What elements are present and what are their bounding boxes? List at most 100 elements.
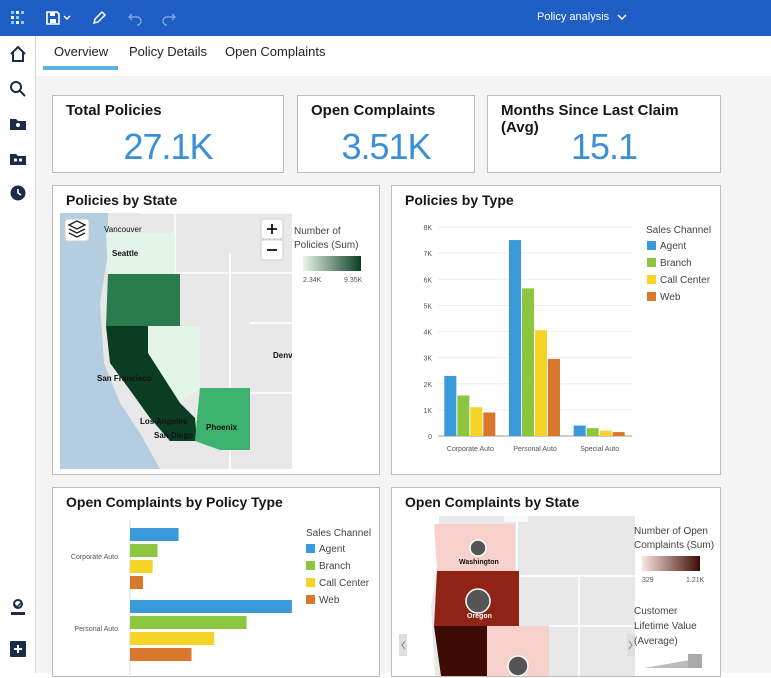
state-nevada[interactable]	[148, 326, 200, 403]
bar[interactable]	[599, 430, 612, 436]
x-tick-label: Special Auto	[580, 446, 619, 453]
save-menu-chevron-icon[interactable]	[61, 8, 73, 28]
team-content-folder-icon[interactable]	[9, 150, 27, 168]
bar[interactable]	[130, 600, 292, 613]
map-layers-button[interactable]	[64, 218, 90, 242]
open-complaints-by-policy-type-chart[interactable]: Corporate Auto Personal Auto Sales Channel…	[53, 488, 381, 678]
open-complaints-by-state-panel[interactable]: Open Complaints by State Washington Oreg…	[391, 487, 721, 677]
left-navigation	[0, 36, 36, 673]
state-nevada[interactable]	[487, 626, 549, 676]
scroll-left-button[interactable]	[399, 634, 407, 656]
bar[interactable]	[457, 395, 470, 436]
legend-gradient	[642, 556, 700, 571]
panel-title: Open Complaints by State	[405, 494, 580, 510]
bar[interactable]	[130, 576, 143, 589]
panel-title: Policies by State	[66, 192, 178, 208]
bar[interactable]	[130, 632, 215, 645]
bar[interactable]	[130, 560, 153, 573]
kpi-title: Open Complaints	[311, 102, 436, 119]
legend-label: Branch	[319, 561, 351, 572]
policies-by-type-panel[interactable]: Policies by Type 0 1K 2K 3K 4K 5K 6K 7K 8K Corpor…	[391, 185, 721, 475]
legend-swatch[interactable]	[306, 578, 315, 587]
legend-swatch[interactable]	[647, 275, 656, 284]
city-label: Seattle	[112, 249, 139, 258]
open-complaints-by-policy-type-panel[interactable]: Open Complaints by Policy Type Corporate…	[52, 487, 381, 678]
kpi-open-complaints[interactable]: Open Complaints 3.51K	[297, 95, 475, 173]
zoom-in-button[interactable]	[260, 218, 284, 240]
bar[interactable]	[522, 288, 534, 436]
size-legend-title: Lifetime Value	[634, 621, 697, 632]
kpi-total-policies[interactable]: Total Policies 27.1K	[52, 95, 284, 173]
plus-icon	[267, 224, 277, 234]
size-bubble[interactable]	[507, 655, 529, 676]
policies-by-state-panel[interactable]: Policies by State Vancouver Seattle San …	[52, 185, 380, 475]
legend-swatch[interactable]	[306, 595, 315, 604]
y-tick-label: 4K	[423, 330, 432, 337]
tab-open-complaints[interactable]: Open Complaints	[225, 44, 326, 59]
y-tick-label: 2K	[423, 382, 432, 389]
dashboard-title: Policy analysis	[537, 11, 610, 23]
dashboard-title-dropdown[interactable]: Policy analysis	[537, 11, 627, 23]
state-washington[interactable]	[106, 233, 175, 274]
state-arizona[interactable]	[195, 388, 250, 450]
legend-label: Call Center	[660, 275, 711, 286]
size-legend-wedge	[688, 654, 702, 668]
state-california[interactable]	[434, 626, 487, 676]
search-icon[interactable]	[9, 80, 27, 98]
size-bubble[interactable]	[465, 588, 491, 614]
open-complaints-by-state-legend: Number of Open Complaints (Sum) 329 1.21…	[634, 526, 714, 668]
legend-swatch[interactable]	[306, 561, 315, 570]
size-bubble[interactable]	[469, 539, 487, 557]
redo-icon[interactable]	[159, 8, 179, 28]
y-tick-label: 8K	[423, 225, 432, 232]
tab-overview[interactable]: Overview	[54, 44, 109, 59]
city-label: San Diego	[154, 431, 193, 440]
bar[interactable]	[130, 648, 192, 661]
zoom-out-button[interactable]	[260, 239, 284, 261]
recent-clock-icon[interactable]	[9, 184, 27, 202]
legend-title: Policies (Sum)	[294, 240, 358, 251]
y-tick-label: 5K	[423, 303, 432, 310]
legend-swatch[interactable]	[647, 258, 656, 267]
scroll-right-button[interactable]	[627, 634, 635, 656]
bar[interactable]	[130, 528, 179, 541]
top-bar: Policy analysis	[0, 0, 771, 36]
state-california[interactable]	[106, 326, 197, 441]
save-icon[interactable]	[43, 8, 63, 28]
bar[interactable]	[586, 428, 599, 436]
account-icon[interactable]	[9, 598, 27, 616]
kpi-months-since-last-claim[interactable]: Months Since Last Claim (Avg) 15.1	[487, 95, 721, 173]
bar[interactable]	[548, 358, 560, 436]
bar[interactable]	[470, 407, 483, 436]
undo-icon[interactable]	[125, 8, 145, 28]
bar[interactable]	[612, 432, 625, 436]
bar[interactable]	[535, 330, 547, 436]
policies-by-state-map[interactable]: Vancouver Seattle San Francisco Los Ange…	[60, 213, 292, 469]
kpi-title: Months Since Last Claim (Avg)	[501, 102, 679, 136]
x-tick-label: Personal Auto	[513, 446, 557, 453]
tab-policy-details[interactable]: Policy Details	[129, 44, 208, 59]
city-label: Los Angeles	[140, 417, 188, 426]
legend-swatch[interactable]	[647, 292, 656, 301]
policies-by-type-chart[interactable]: 0 1K 2K 3K 4K 5K 6K 7K 8K Corporate Auto Personal …	[392, 186, 722, 476]
bar[interactable]	[509, 240, 521, 436]
legend-swatch[interactable]	[306, 544, 315, 553]
bar[interactable]	[130, 616, 247, 629]
legend-label: Call Center	[319, 578, 370, 589]
app-switcher-icon[interactable]	[8, 8, 28, 28]
my-content-folder-icon[interactable]	[9, 115, 27, 133]
bar[interactable]	[573, 425, 586, 436]
legend-swatch[interactable]	[647, 241, 656, 250]
new-item-plus-icon[interactable]	[9, 640, 27, 658]
legend-label: Branch	[660, 258, 692, 269]
home-icon[interactable]	[9, 45, 27, 63]
size-legend-title: Customer	[634, 606, 678, 617]
open-complaints-by-state-map[interactable]: Washington Oregon	[399, 516, 635, 676]
bar[interactable]	[444, 375, 457, 436]
bar[interactable]	[130, 544, 158, 557]
state-oregon[interactable]	[106, 274, 180, 326]
panel-title: Policies by Type	[405, 192, 514, 208]
edit-pencil-icon[interactable]	[89, 8, 109, 28]
y-tick-label: 7K	[423, 251, 432, 258]
bar[interactable]	[483, 412, 496, 436]
